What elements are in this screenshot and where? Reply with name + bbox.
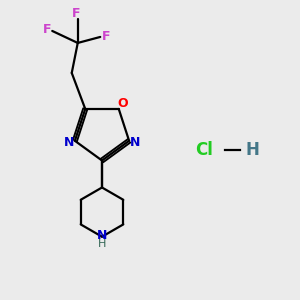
Text: F: F [72, 7, 80, 20]
Text: H: H [245, 141, 259, 159]
Text: O: O [117, 97, 128, 110]
Text: N: N [130, 136, 141, 149]
Text: Cl: Cl [195, 141, 213, 159]
Text: F: F [43, 23, 51, 36]
Text: H: H [98, 239, 106, 250]
Text: N: N [97, 229, 107, 242]
Text: N: N [63, 136, 74, 149]
Text: F: F [101, 30, 110, 44]
